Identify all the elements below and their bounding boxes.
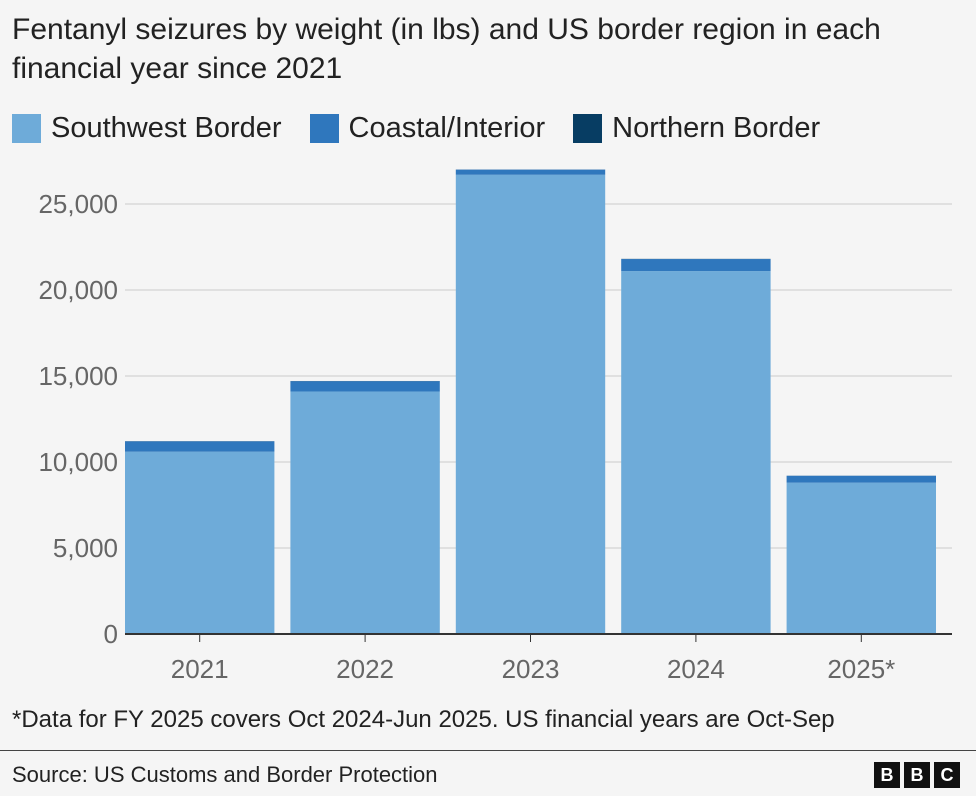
source-credit: Source: US Customs and Border Protection — [12, 762, 438, 787]
legend-swatch-southwest — [12, 113, 41, 143]
y-tick-label: 10,000 — [38, 447, 118, 477]
x-tick-label: 2024 — [667, 654, 725, 684]
y-tick-label: 15,000 — [38, 361, 118, 391]
logo-letter: B — [874, 762, 900, 788]
bar-segment — [455, 169, 606, 175]
legend-item-coastal: Coastal/Interior — [309, 111, 546, 145]
chart-footnote: *Data for FY 2025 covers Oct 2024-Jun 20… — [12, 706, 835, 733]
bar-segment — [786, 475, 936, 483]
legend-label-northern: Northern Border — [612, 111, 821, 144]
y-tick-label: 25,000 — [38, 189, 118, 219]
bbc-logo: B B C — [870, 762, 960, 788]
chart-legend: Southwest Border Coastal/Interior Northe… — [12, 108, 848, 148]
bar-segment — [786, 482, 936, 634]
legend-item-southwest: Southwest Border — [12, 112, 282, 145]
bar-segment — [621, 271, 771, 634]
y-tick-label: 0 — [104, 619, 118, 649]
legend-swatch-coastal — [309, 113, 339, 143]
bar-segment — [125, 441, 275, 452]
legend-label-southwest: Southwest Border — [51, 111, 282, 144]
x-tick-label: 2025* — [827, 654, 895, 684]
legend-item-northern: Northern Border — [573, 112, 820, 145]
x-tick-label: 2023 — [502, 654, 560, 684]
x-tick-label: 2021 — [171, 654, 229, 684]
y-tick-label: 20,000 — [38, 275, 118, 305]
stacked-bar-chart: 0 5,000 10,000 15,000 20,000 25,000 2021 2022 20… — [38, 169, 952, 684]
legend-label-coastal: Coastal/Interior — [348, 111, 546, 144]
bar-segment — [125, 451, 275, 634]
logo-letter: B — [904, 762, 930, 788]
bar-segment — [290, 391, 440, 634]
legend-swatch-northern — [573, 113, 603, 143]
chart-title: Fentanyl seizures by weight (in lbs) and… — [12, 13, 881, 85]
logo-letter: C — [934, 762, 960, 788]
bar-segment — [290, 381, 440, 392]
footer-divider — [0, 750, 976, 751]
bar-segment — [621, 259, 771, 272]
y-tick-label: 5,000 — [53, 533, 118, 563]
bar-segment — [455, 174, 606, 634]
x-tick-label: 2022 — [336, 654, 394, 684]
